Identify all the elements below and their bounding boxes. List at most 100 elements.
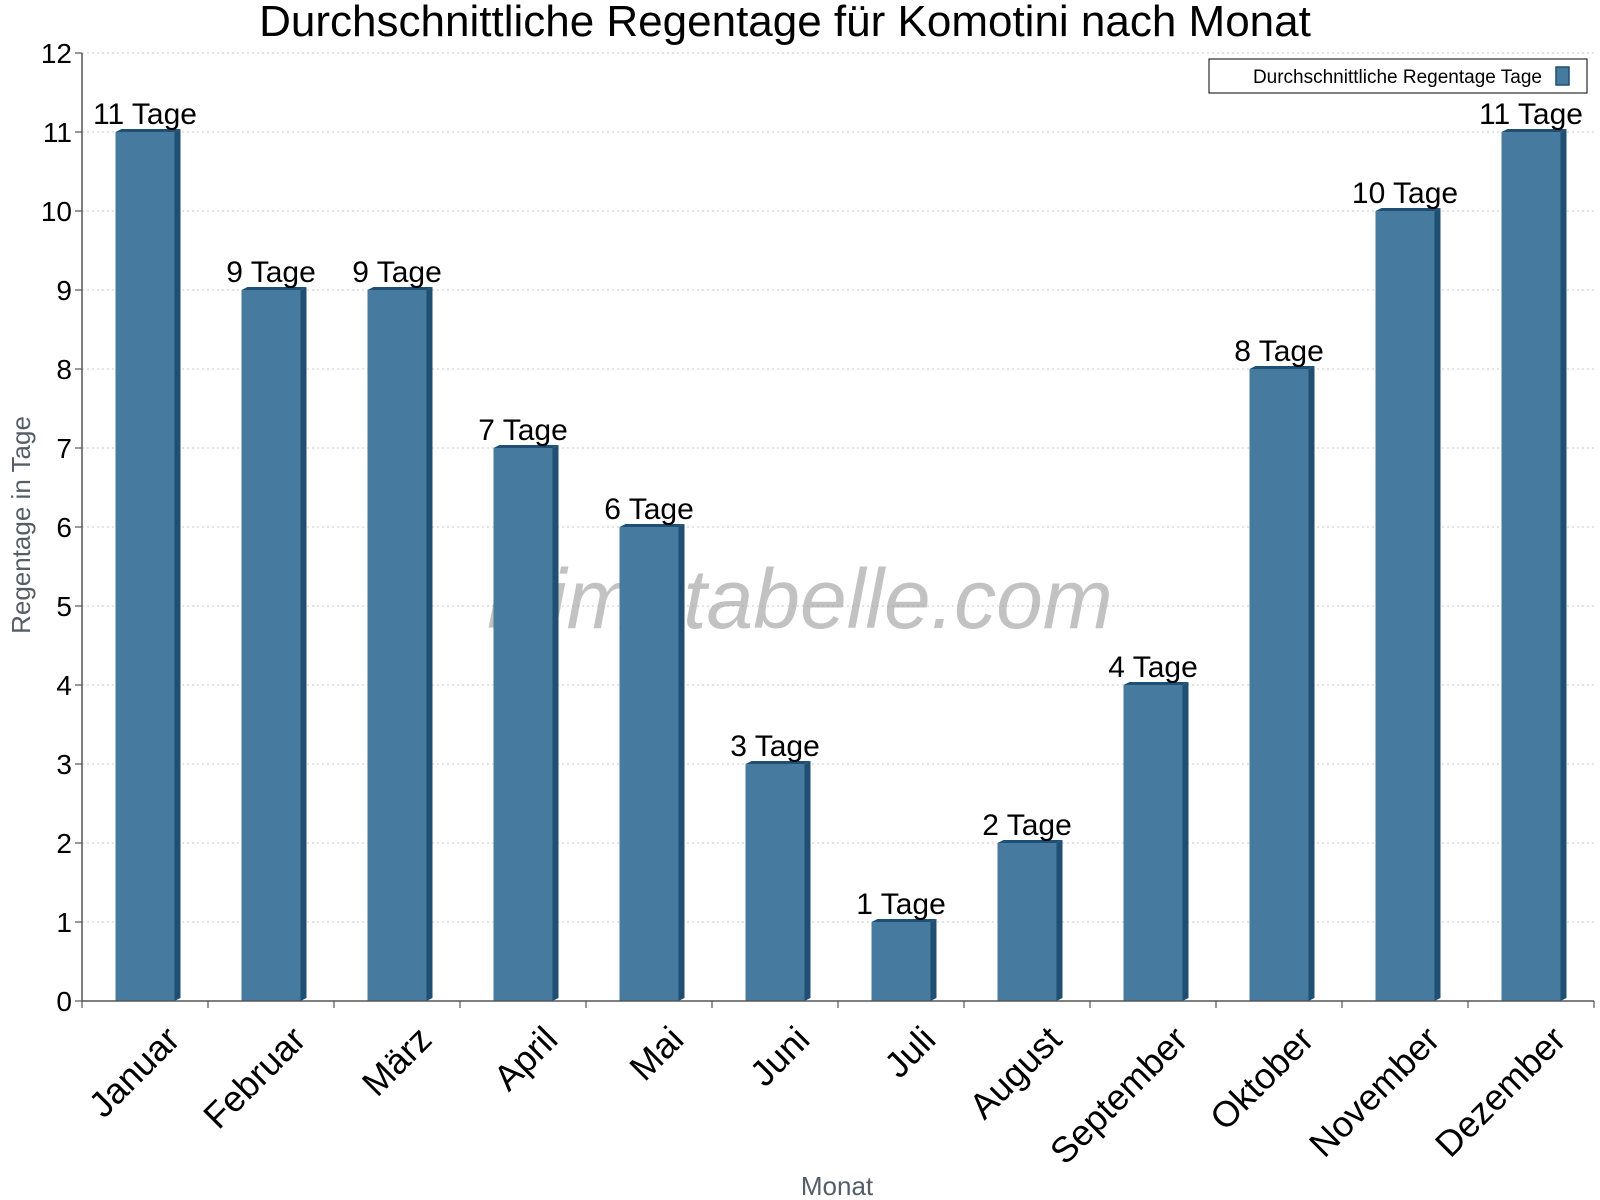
bar-top <box>619 524 685 527</box>
legend-swatch <box>1555 66 1570 86</box>
bar-side <box>1434 208 1441 1001</box>
bar-top <box>1501 129 1567 132</box>
y-tick-label: 3 <box>56 749 72 780</box>
data-label: 11 Tage <box>93 98 197 131</box>
y-tick-label: 7 <box>56 433 72 464</box>
x-tick-label: Oktober <box>1202 1018 1322 1138</box>
watermark-text: klimatabelle.com <box>487 552 1113 646</box>
y-tick-label: 10 <box>41 196 72 227</box>
chart-title: Durchschnittliche Regentage für Komotini… <box>259 0 1311 46</box>
data-label: 11 Tage <box>1479 98 1583 131</box>
x-tick-label: Dezember <box>1427 1018 1573 1164</box>
data-label: 2 Tage <box>982 809 1072 842</box>
x-tick-label: März <box>354 1018 440 1104</box>
y-axis-title: Regentage in Tage <box>6 416 36 634</box>
bar-top <box>871 919 937 922</box>
bar <box>997 840 1063 1001</box>
bar-side <box>300 287 307 1001</box>
y-tick-label: 2 <box>56 828 72 859</box>
bar-side <box>1560 129 1567 1001</box>
bar-front <box>241 290 301 1001</box>
bar-front <box>619 527 679 1001</box>
x-tick-labels: Januar Februar März April Mai Juni Juli AugustS… <box>81 1018 1574 1172</box>
grid-lines <box>82 52 1594 923</box>
bar-front <box>1123 685 1183 1001</box>
x-tick-label: Juli <box>876 1018 943 1085</box>
x-tick-label: Juni <box>742 1018 818 1094</box>
bar <box>1123 682 1189 1001</box>
bar <box>1375 208 1441 1001</box>
x-tick-label: Mai <box>621 1018 691 1088</box>
data-label: 6 Tage <box>604 493 694 526</box>
bar <box>871 919 937 1001</box>
bar-top <box>745 761 811 764</box>
y-tick-label: 4 <box>56 670 72 701</box>
bar <box>1501 129 1567 1001</box>
bar-front <box>115 132 175 1001</box>
bar-top <box>1123 682 1189 685</box>
x-tick-label: September <box>1042 1018 1196 1172</box>
bar-front <box>493 448 553 1001</box>
bar-top <box>115 129 181 132</box>
legend-label: Durchschnittliche Regentage Tage <box>1253 67 1542 88</box>
data-label: 4 Tage <box>1108 651 1198 684</box>
bar-side <box>678 524 685 1001</box>
bar-top <box>1249 366 1315 369</box>
bar-side <box>1056 840 1063 1001</box>
legend-box <box>1208 58 1588 94</box>
bar <box>745 761 811 1001</box>
x-tick-label: August <box>961 1018 1069 1126</box>
bar <box>367 287 433 1001</box>
y-tick-label: 9 <box>56 275 72 306</box>
bar-side <box>1308 366 1315 1001</box>
bar-front <box>1375 211 1435 1001</box>
y-tick-label: 6 <box>56 512 72 543</box>
bar-top <box>241 287 307 290</box>
bar-top <box>997 840 1063 843</box>
bars <box>115 129 1567 1001</box>
bar-front <box>367 290 427 1001</box>
y-tick-label: 0 <box>56 986 72 1017</box>
bar-side <box>804 761 811 1001</box>
data-label: 9 Tage <box>352 256 442 289</box>
bar-top <box>367 287 433 290</box>
y-tick-label: 5 <box>56 591 72 622</box>
bar-side <box>174 129 181 1001</box>
data-label: 3 Tage <box>730 730 820 763</box>
bar-top <box>493 445 559 448</box>
watermark: klimatabelle.com <box>487 552 1113 646</box>
bar-front <box>1501 132 1561 1001</box>
bar-front <box>1249 369 1309 1001</box>
legend: Durchschnittliche Regentage Tage <box>1208 58 1588 94</box>
x-tick-label: Februar <box>195 1018 313 1136</box>
bar-front <box>745 764 805 1001</box>
bar-front <box>997 843 1057 1001</box>
y-tick-label: 12 <box>41 38 72 69</box>
bar <box>241 287 307 1001</box>
x-tick-label: April <box>485 1018 565 1098</box>
bar <box>1249 366 1315 1001</box>
data-label: 9 Tage <box>226 256 316 289</box>
data-labels: 11 Tage 9 Tage 9 Tage 7 Tage 6 Tage 3 Tage 1 T… <box>93 98 1583 921</box>
data-label: 8 Tage <box>1234 335 1324 368</box>
bar-side <box>426 287 433 1001</box>
data-label: 7 Tage <box>478 414 568 447</box>
bar-front <box>871 922 931 1001</box>
bar <box>493 445 559 1001</box>
y-tick-label: 8 <box>56 354 72 385</box>
bar-side <box>1182 682 1189 1001</box>
y-tick-label: 11 <box>43 117 72 148</box>
bar-side <box>930 919 937 1001</box>
x-tick-label: Januar <box>81 1018 188 1125</box>
axes <box>75 52 1595 1008</box>
x-tick-label: November <box>1301 1018 1447 1164</box>
data-label: 10 Tage <box>1352 177 1458 210</box>
data-label: 1 Tage <box>856 888 946 921</box>
bar <box>115 129 181 1001</box>
x-axis-title: Monat <box>801 1171 874 1200</box>
bar <box>619 524 685 1001</box>
bar-top <box>1375 208 1441 211</box>
